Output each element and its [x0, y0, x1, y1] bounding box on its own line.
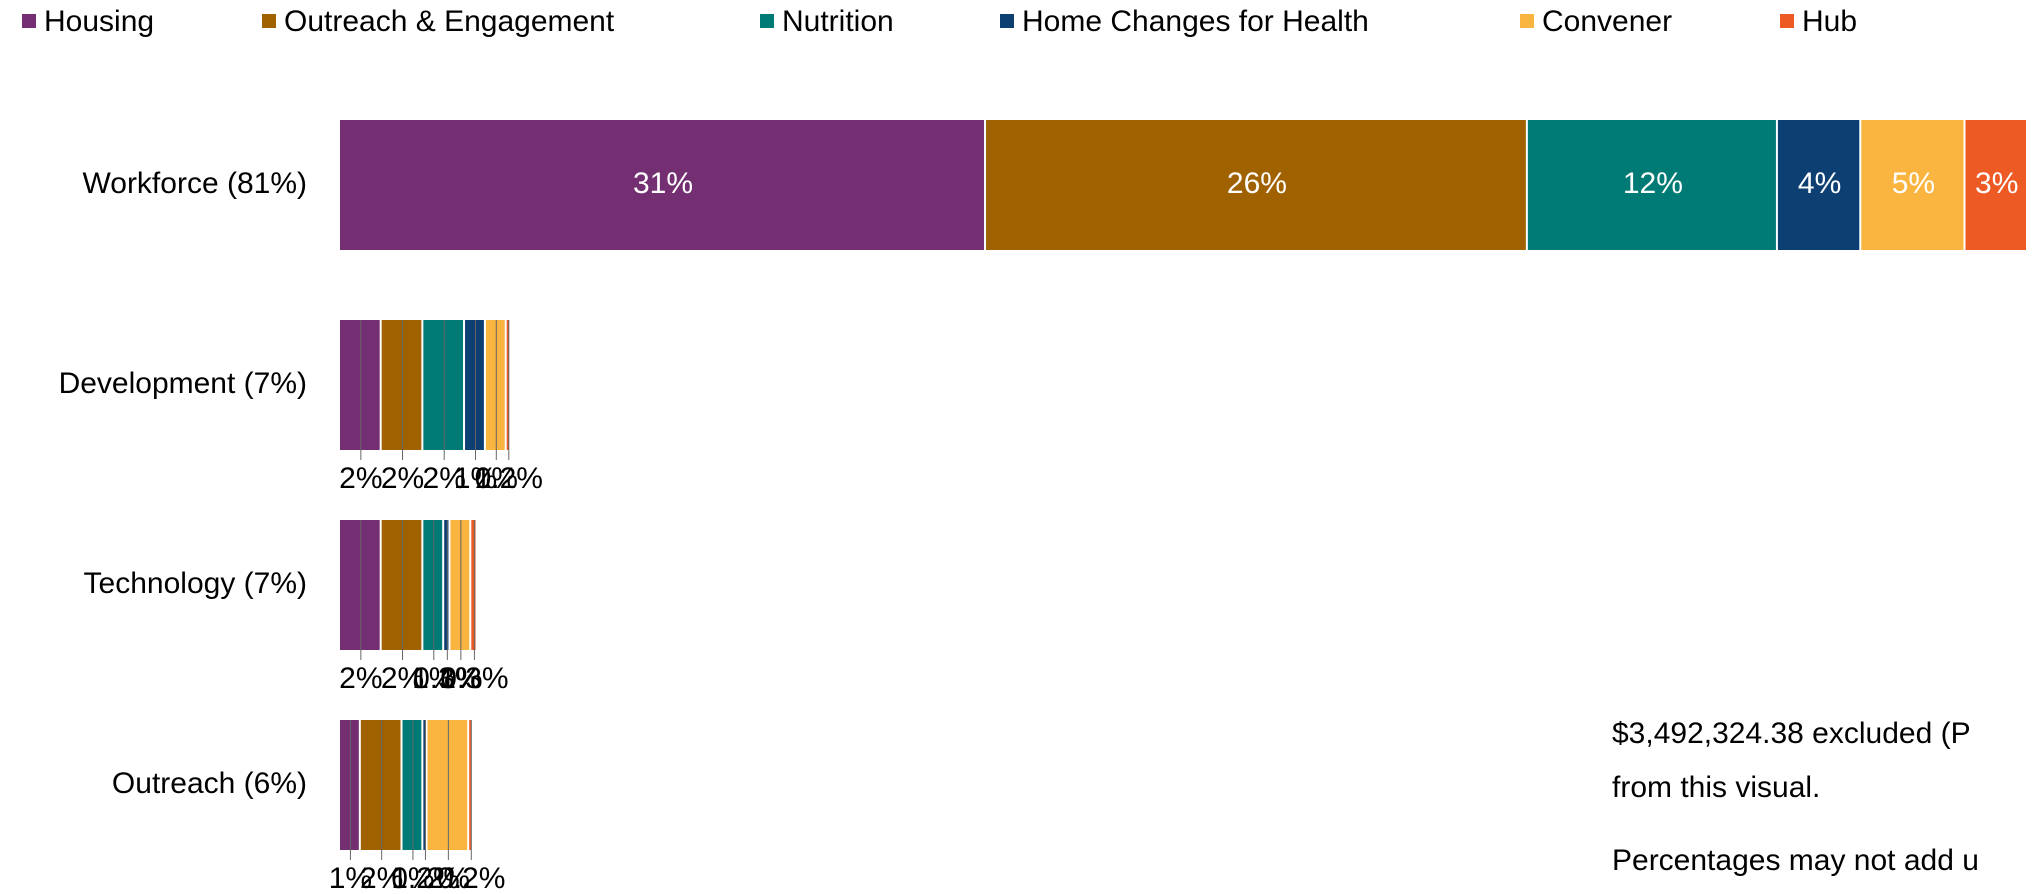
bar-segment	[471, 520, 476, 650]
bar-segment	[423, 320, 464, 450]
bar-segment	[360, 720, 401, 850]
data-label: 1%	[412, 662, 455, 695]
bar-segment	[1527, 120, 1776, 250]
bar-segment	[381, 520, 422, 650]
bar-segment	[423, 720, 426, 850]
data-label: 31%	[633, 167, 693, 200]
legend-swatch	[22, 14, 36, 28]
data-label: 2%	[360, 862, 403, 894]
bar-segment	[485, 320, 505, 450]
legend-label: Outreach & Engagement	[284, 5, 615, 38]
bar-segment	[340, 720, 359, 850]
data-label: 1%	[329, 862, 372, 894]
bar-segment	[340, 120, 985, 250]
legend-swatch	[760, 14, 774, 28]
legend-swatch	[1520, 14, 1534, 28]
bar-segment	[444, 520, 449, 650]
data-label: 2%	[381, 662, 424, 695]
legend-label: Nutrition	[782, 5, 894, 38]
bar-segment	[465, 320, 484, 450]
bar-segment	[340, 320, 380, 450]
data-label: 1%	[439, 662, 482, 695]
note: $3,492,324.38 excluded (P	[1612, 717, 1971, 750]
legend-label: Housing	[44, 5, 154, 38]
data-label: 2%	[423, 462, 466, 495]
data-label: 3%	[1975, 167, 2018, 200]
data-label: 0.3%	[440, 662, 508, 695]
legend-swatch	[1780, 14, 1794, 28]
category-label: Technology (7%)	[84, 567, 307, 600]
category-label: Development (7%)	[59, 367, 307, 400]
bar-segment	[1965, 120, 2026, 250]
bar-segment	[340, 520, 380, 650]
note: Percentages may not add u	[1612, 844, 1979, 877]
legend-swatch	[262, 14, 276, 28]
bar-segment	[506, 320, 509, 450]
bar-segment	[986, 120, 1526, 250]
data-label: 4%	[1798, 167, 1841, 200]
bar-segment	[427, 720, 468, 850]
bar-segment	[1777, 120, 1860, 250]
bar-segment	[423, 520, 443, 650]
data-label: 1%	[475, 462, 518, 495]
legend-label: Home Changes for Health	[1022, 5, 1369, 38]
category-label: Workforce (81%)	[82, 167, 307, 200]
data-label: 26%	[1227, 167, 1287, 200]
legend-label: Convener	[1542, 5, 1672, 38]
data-label: 1%	[454, 462, 497, 495]
data-label: 0.2%	[475, 462, 543, 495]
data-label: 12%	[1623, 167, 1683, 200]
data-label: 0.2%	[437, 862, 505, 894]
data-label: 2%	[427, 862, 470, 894]
data-label: 5%	[1892, 167, 1935, 200]
category-label: Outreach (6%)	[112, 767, 307, 800]
data-label: 1%	[391, 862, 434, 894]
bar-segment	[381, 320, 422, 450]
bar-segment	[469, 720, 472, 850]
data-label: 2%	[339, 462, 382, 495]
bar-segment	[450, 520, 470, 650]
bar-segment	[1861, 120, 1964, 250]
data-label: 2%	[339, 662, 382, 695]
data-label: 0.3%	[413, 662, 481, 695]
note: from this visual.	[1612, 771, 1820, 804]
bar-segment	[402, 720, 422, 850]
legend-label: Hub	[1802, 5, 1857, 38]
data-label: 0.2%	[391, 862, 459, 894]
data-label: 2%	[381, 462, 424, 495]
legend-swatch	[1000, 14, 1014, 28]
